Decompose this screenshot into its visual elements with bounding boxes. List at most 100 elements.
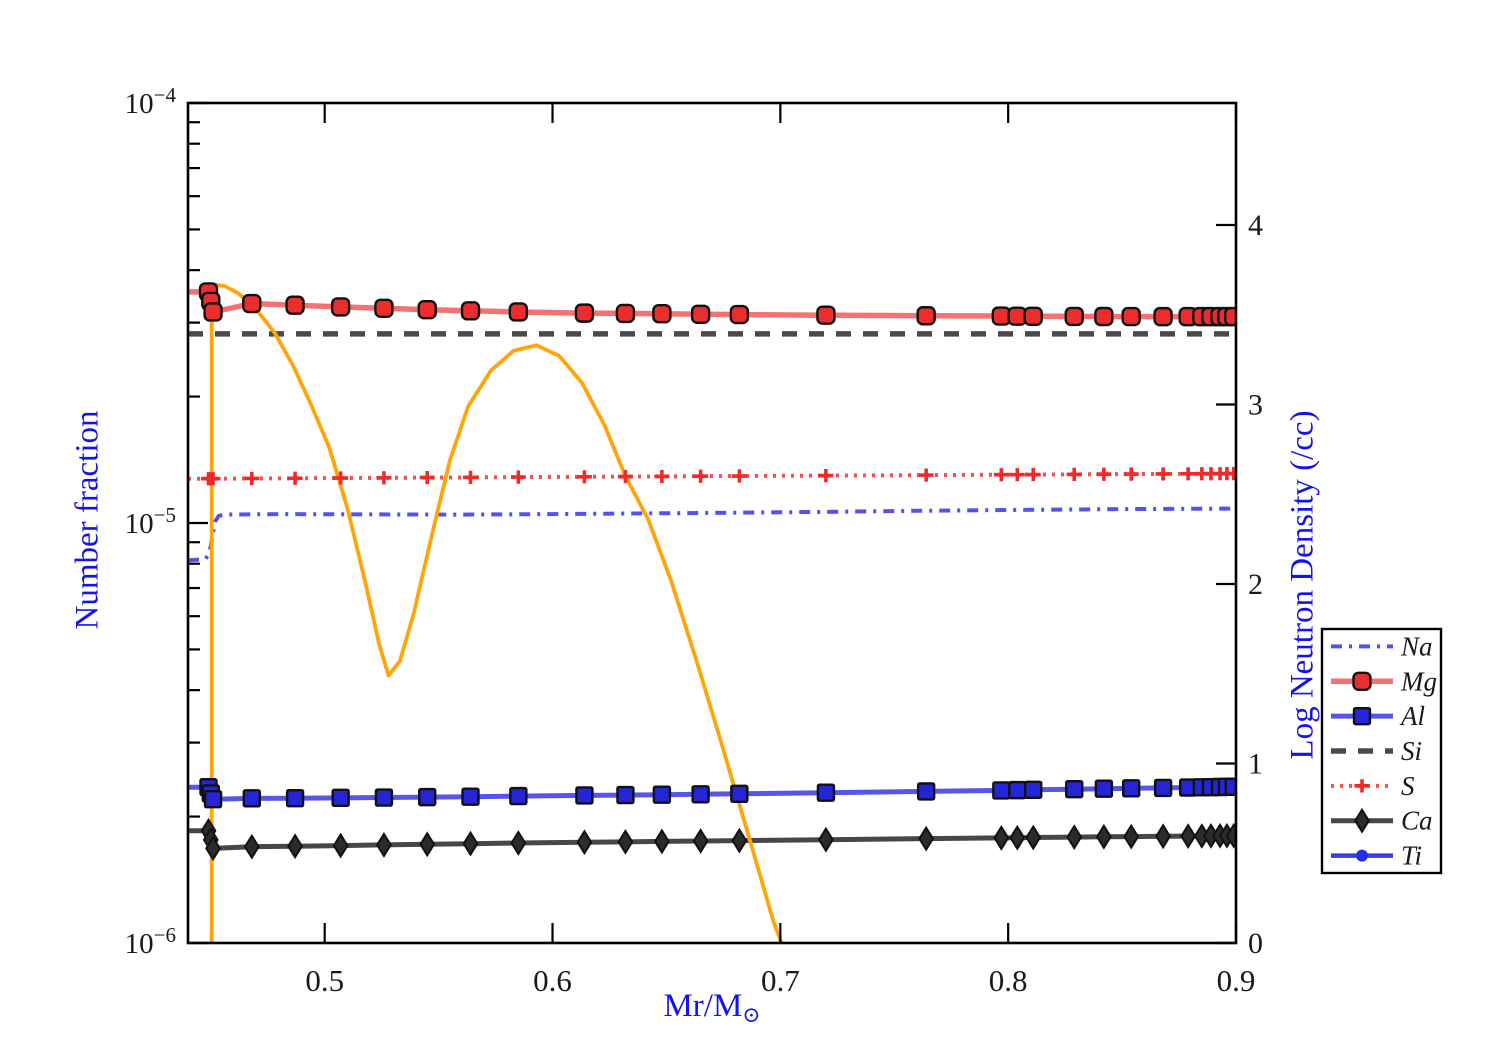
marker-plus — [419, 470, 435, 485]
marker-plus — [693, 469, 709, 483]
marker-plus — [1354, 779, 1370, 793]
marker-rounded-square — [1153, 306, 1173, 327]
legend-entry-al: Al — [1331, 701, 1425, 731]
marker-diamond — [462, 830, 479, 857]
marker-rounded-square — [1007, 306, 1027, 326]
marker-square — [1094, 779, 1114, 798]
y-axis-label-right: Log Neutron Density (/cc) — [1284, 410, 1321, 760]
marker-diamond — [332, 832, 349, 859]
marker-plus — [731, 469, 747, 483]
marker-diamond — [918, 825, 935, 852]
marker-plus — [1009, 468, 1025, 482]
marker-square — [1121, 779, 1141, 798]
legend-label: S — [1401, 771, 1415, 801]
marker-square — [730, 784, 749, 803]
plot-border — [186, 101, 1238, 945]
y-left-tick-label: 10−6 — [125, 923, 176, 960]
marker-diamond — [287, 833, 304, 860]
marker-plus — [617, 469, 633, 484]
marker-rounded-square — [574, 303, 595, 323]
marker-square — [285, 788, 305, 808]
x-tick-label: 0.6 — [533, 963, 572, 998]
marker-plus — [1025, 467, 1041, 482]
marker-square — [1024, 780, 1043, 800]
marker-plus — [1123, 467, 1139, 481]
legend-entry-na: Na — [1331, 631, 1433, 661]
marker-diamond — [375, 832, 392, 858]
x-tick-label: 0.5 — [305, 963, 344, 998]
marker-rounded-square — [1023, 306, 1043, 326]
marker-rounded-square — [242, 293, 262, 314]
marker-diamond — [243, 833, 260, 860]
marker-plus — [918, 468, 934, 482]
y-right-tick-label: 1 — [1248, 748, 1263, 781]
marker-square — [203, 789, 223, 809]
marker-plus — [376, 471, 392, 485]
marker-square — [691, 785, 710, 804]
marker-plus — [993, 468, 1009, 482]
marker-rounded-square — [1352, 671, 1372, 691]
marker-rounded-square — [330, 297, 351, 317]
marker-rounded-square — [652, 304, 672, 324]
marker-square — [652, 785, 672, 804]
x-tick-label: 0.8 — [989, 963, 1028, 998]
marker-diamond — [1225, 822, 1237, 849]
x-tick-label: 0.7 — [761, 963, 800, 998]
marker-rounded-square — [417, 300, 437, 320]
legend: Na Mg Al Si S Ca Ti — [1320, 627, 1443, 875]
marker-square — [418, 787, 437, 807]
marker-rounded-square — [816, 305, 836, 325]
marker-square — [816, 783, 836, 802]
marker-plus — [818, 469, 834, 483]
marker-square — [1065, 779, 1084, 799]
marker-rounded-square — [1121, 306, 1141, 327]
axes: 0.5 0.6 0.7 0.8 0.9 10−4 10−5 10−6 0 1 2 3 4 — [125, 83, 1263, 998]
marker-rounded-square — [916, 306, 936, 326]
marker-square — [1352, 706, 1372, 726]
marker-plus — [1180, 467, 1196, 481]
legend-label: Mg — [1400, 666, 1437, 696]
legend-label: Ti — [1401, 841, 1422, 871]
y-right-tick-label: 4 — [1248, 209, 1263, 242]
legend-entry-ca: Ca — [1331, 806, 1433, 836]
marker-rounded-square — [729, 304, 750, 325]
marker-diamond — [1354, 807, 1370, 834]
marker-plus — [205, 472, 221, 486]
marker-plus — [244, 471, 260, 486]
legend-entry-ti: Ti — [1331, 841, 1422, 871]
marker-diamond — [1009, 824, 1026, 851]
marker-rounded-square — [460, 301, 481, 321]
marker-diamond — [419, 831, 436, 858]
marker-square — [1224, 777, 1237, 796]
x-axis-label: Mr/M⊙ — [663, 988, 760, 1028]
marker-rounded-square — [285, 295, 305, 315]
marker-plus — [576, 470, 592, 484]
marker-plus — [1226, 467, 1237, 481]
legend-label: Na — [1400, 631, 1433, 661]
sun-symbol-icon: ⊙ — [742, 1003, 761, 1029]
marker-rounded-square — [203, 302, 223, 322]
marker-rounded-square — [374, 298, 394, 318]
marker-square — [374, 788, 394, 807]
marker-diamond — [1095, 823, 1112, 850]
marker-diamond — [1066, 824, 1083, 851]
y-right-tick-label: 3 — [1248, 389, 1263, 422]
marker-plus — [1066, 467, 1082, 481]
marker-diamond — [653, 828, 670, 855]
marker-diamond — [510, 830, 527, 856]
x-tick-label: 0.9 — [1217, 963, 1256, 998]
marker-diamond — [1155, 823, 1172, 850]
marker-diamond — [817, 826, 834, 853]
series-neutron-density-line — [209, 282, 784, 944]
marker-plus — [510, 470, 526, 484]
legend-label: Si — [1401, 736, 1422, 766]
marker-square — [1008, 780, 1027, 800]
y-left-tick-label: 10−5 — [125, 503, 176, 540]
marker-diamond — [731, 827, 748, 854]
y-right-tick-label: 2 — [1248, 568, 1263, 601]
marker-plus — [1155, 467, 1171, 481]
marker-square — [509, 786, 528, 806]
marker-plus — [333, 471, 349, 485]
marker-square — [916, 782, 936, 801]
